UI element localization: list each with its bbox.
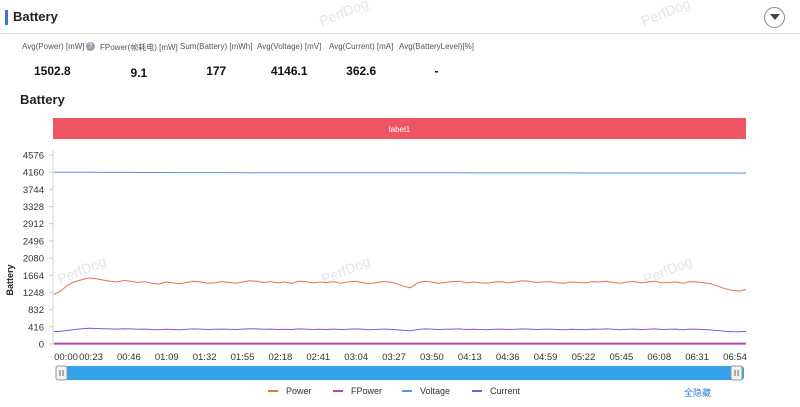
panel-title: Battery <box>13 9 58 24</box>
legend-label: FPower <box>351 386 383 396</box>
y-tick-label: 0 <box>39 340 44 351</box>
chart-legend: Power FPower Voltage Current 全隐藏 <box>0 386 800 402</box>
x-tick-label: 03:04 <box>344 352 368 363</box>
metric-label: Sum(Battery) [mWh] <box>180 42 253 51</box>
metric-value: - <box>434 64 439 78</box>
metric-avg-voltage: Avg(Voltage) [mV] 4146.1 <box>257 42 321 78</box>
metric-sum-battery: Sum(Battery) [mWh] 177 <box>180 42 252 78</box>
y-tick-label: 416 <box>28 322 44 333</box>
x-tick-label: 06:54 <box>723 352 747 363</box>
series-line-voltage[interactable] <box>53 171 747 174</box>
label-band-text: label1 <box>389 125 411 134</box>
x-tick-label: 00:00 <box>54 352 78 363</box>
x-tick-label: 06:08 <box>647 352 671 363</box>
legend-item-fpower[interactable]: FPower <box>333 386 382 396</box>
battery-line-chart: label1 Battery 0 416 832 1248 1664 2080 2496 29… <box>5 118 747 381</box>
metric-avg-power: Avg(Power) [mW] ? 1502.8 <box>22 42 95 78</box>
y-tick-label: 2496 <box>23 236 44 247</box>
x-tick-label: 05:22 <box>572 352 596 363</box>
help-icon[interactable]: ? <box>85 42 95 51</box>
y-tick-label: 832 <box>28 305 44 316</box>
metric-value: 362.6 <box>346 64 377 78</box>
x-tick-label: 01:32 <box>193 352 217 363</box>
x-tick-label: 00:23 <box>79 352 103 363</box>
metric-value: 177 <box>206 64 227 78</box>
series-line-power[interactable] <box>53 277 747 295</box>
label-band[interactable] <box>53 118 746 139</box>
chevron-down-icon <box>770 14 780 20</box>
metric-value: 1502.8 <box>34 64 71 78</box>
header-accent-bar <box>5 10 8 25</box>
y-axis-label: Battery <box>5 264 15 295</box>
range-slider-handle-left[interactable] <box>55 365 68 381</box>
x-tick-label: 04:13 <box>458 352 482 363</box>
x-tick-label: 04:36 <box>496 352 520 363</box>
x-tick-label: 00:46 <box>117 352 141 363</box>
collapse-button[interactable] <box>764 7 785 28</box>
metric-avg-current: Avg(Current) [mA] 362.6 <box>329 42 393 78</box>
x-tick-label: 02:41 <box>306 352 330 363</box>
legend-swatch <box>268 390 278 392</box>
y-tick-label: 3744 <box>23 185 44 196</box>
metric-label: Avg(Power) [mW] <box>22 42 85 51</box>
metric-label: Avg(BatteryLevel)[%] <box>399 42 474 51</box>
x-tick-label: 01:55 <box>231 352 255 363</box>
y-tick-label: 4576 <box>23 151 44 162</box>
metric-fpower: FPower(帧耗电) [mW] 9.1 <box>100 42 178 80</box>
metric-value: 4146.1 <box>270 64 308 78</box>
x-tick-label: 05:45 <box>609 352 633 363</box>
metric-value: 9.1 <box>130 66 148 80</box>
legend-label: Voltage <box>420 386 451 396</box>
legend-item-power[interactable]: Power <box>268 386 312 396</box>
y-tick-label: 2080 <box>23 254 44 265</box>
legend-label: Current <box>490 386 521 396</box>
x-tick-label: 01:09 <box>155 352 179 363</box>
x-tick-label: 02:18 <box>269 352 293 363</box>
y-tick-label: 4160 <box>23 168 44 179</box>
legend-swatch <box>402 390 412 392</box>
y-tick-label: 1664 <box>23 271 44 282</box>
chart-section-title: Battery <box>20 92 65 107</box>
x-tick-label: 03:50 <box>420 352 444 363</box>
x-tick-label: 06:31 <box>685 352 709 363</box>
legend-swatch <box>333 390 343 392</box>
x-tick-label: 04:59 <box>534 352 558 363</box>
y-tick-label: 3328 <box>23 202 44 213</box>
legend-item-voltage[interactable]: Voltage <box>402 386 450 396</box>
legend-swatch <box>472 390 482 392</box>
metric-label: Avg(Current) [mA] <box>329 42 394 51</box>
x-tick-label: 03:27 <box>382 352 406 363</box>
series-line-current[interactable] <box>53 327 747 333</box>
range-slider-handle-right[interactable] <box>730 365 743 381</box>
time-range-slider[interactable] <box>56 366 744 380</box>
metric-label: Avg(Voltage) [mV] <box>257 42 322 51</box>
y-tick-label: 1248 <box>23 288 44 299</box>
y-tick-label: 2912 <box>23 219 44 230</box>
legend-item-current[interactable]: Current <box>472 386 520 396</box>
metric-avg-battery-level: Avg(BatteryLevel)[%] - <box>399 42 474 78</box>
metric-label: FPower(帧耗电) [mW] <box>100 43 178 52</box>
panel-header: Battery <box>0 0 800 34</box>
legend-label: Power <box>286 386 312 396</box>
hide-all-button[interactable]: 全隐藏 <box>684 388 712 398</box>
